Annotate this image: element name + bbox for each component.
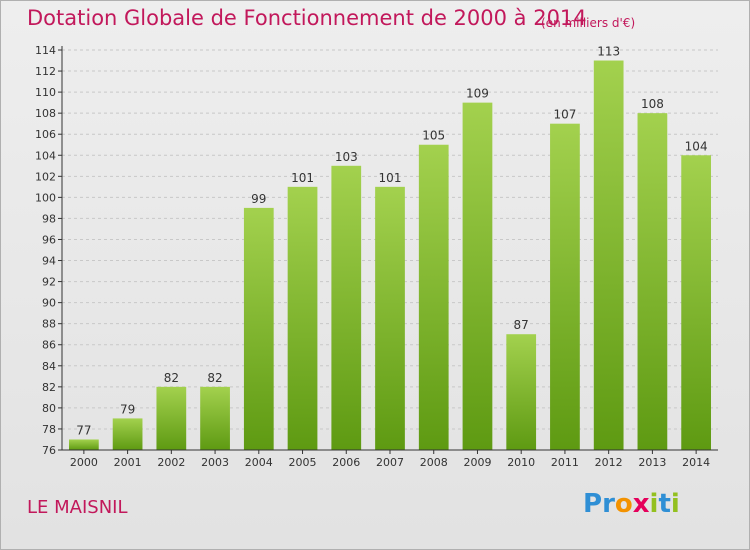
bar-2000 <box>68 439 99 450</box>
data-label: 108 <box>641 97 664 111</box>
chart-subtitle: (en milliers d'€) <box>541 16 636 30</box>
data-label: 103 <box>335 150 358 164</box>
bars <box>68 60 712 451</box>
y-tick-label: 88 <box>42 318 56 331</box>
bar-2007 <box>375 186 405 450</box>
x-tick-label: 2004 <box>245 456 273 469</box>
x-tick-label: 2000 <box>70 456 98 469</box>
x-tick-label: 2011 <box>551 456 579 469</box>
y-tick-label: 100 <box>35 191 56 204</box>
y-tick-label: 78 <box>42 423 56 436</box>
x-tick-label: 2001 <box>114 456 142 469</box>
x-tick-label: 2013 <box>638 456 666 469</box>
data-label: 107 <box>553 108 576 122</box>
x-tick-label: 2005 <box>289 456 317 469</box>
data-label: 109 <box>466 87 489 101</box>
proxiti-logo: Proxiti <box>583 489 680 519</box>
y-tick-label: 104 <box>35 149 56 162</box>
y-tick-label: 98 <box>42 212 56 225</box>
x-tick-label: 2008 <box>420 456 448 469</box>
x-tick-label: 2014 <box>682 456 710 469</box>
data-label: 105 <box>422 129 445 143</box>
data-label: 82 <box>164 371 179 385</box>
y-tick-label: 106 <box>35 128 56 141</box>
bar-2004 <box>243 207 274 450</box>
y-tick-label: 82 <box>42 381 56 394</box>
bar-2006 <box>331 165 362 450</box>
bar-2014 <box>681 155 712 450</box>
y-tick-label: 96 <box>42 233 56 246</box>
bar-2002 <box>156 386 187 450</box>
logo-letter: i <box>649 489 659 519</box>
data-label: 82 <box>207 371 222 385</box>
y-tick-labels: 76 78 80 82 84 86 88 90 92 94 96 98 100 102 104 106 108 1… <box>35 44 56 457</box>
data-label: 113 <box>597 45 620 59</box>
data-label: 101 <box>291 171 314 185</box>
bar-2012 <box>593 60 624 451</box>
logo-letter: P <box>583 489 603 519</box>
y-tick-label: 110 <box>35 86 56 99</box>
x-tick-label: 2006 <box>332 456 360 469</box>
logo-letter: t <box>658 489 671 519</box>
y-tick-label: 90 <box>42 297 56 310</box>
y-tick-label: 80 <box>42 402 56 415</box>
bar-2013 <box>637 113 668 450</box>
y-tick-label: 92 <box>42 276 56 289</box>
data-label: 104 <box>685 139 708 153</box>
x-tick-labels: 2000 2001 2002 2003 2004 2005 2006 2007 2008 2009… <box>70 450 710 469</box>
bar-2008 <box>418 144 449 450</box>
y-tick-label: 76 <box>42 444 56 457</box>
data-label: 79 <box>120 402 135 416</box>
y-tick-label: 86 <box>42 339 56 352</box>
x-tick-label: 2003 <box>201 456 229 469</box>
x-tick-label: 2007 <box>376 456 404 469</box>
bar-2010 <box>506 334 537 450</box>
y-tick-label: 112 <box>35 65 56 78</box>
y-tick-label: 102 <box>35 170 56 183</box>
bar-2001 <box>112 418 143 450</box>
y-tick-label: 94 <box>42 255 56 268</box>
logo-letter: x <box>632 489 650 519</box>
bar-2003 <box>200 386 230 450</box>
bar-2005 <box>287 186 318 450</box>
data-label: 77 <box>76 423 91 437</box>
logo-letter: r <box>602 489 615 519</box>
x-tick-label: 2012 <box>595 456 623 469</box>
logo-letter: i <box>670 489 680 519</box>
x-tick-label: 2010 <box>507 456 535 469</box>
data-label: 87 <box>514 318 529 332</box>
y-tick-label: 108 <box>35 107 56 120</box>
x-tick-label: 2002 <box>157 456 185 469</box>
bar-2011 <box>550 123 580 451</box>
y-tick-label: 114 <box>35 44 56 57</box>
commune-name: LE MAISNIL <box>27 497 128 518</box>
data-label: 99 <box>251 192 266 206</box>
chart-title: Dotation Globale de Fonctionnement de 20… <box>27 6 587 30</box>
data-labels: 77 79 82 82 99 101 103 101 105 109 87 107 113 108 104 <box>76 45 707 438</box>
bar-2009 <box>462 102 493 450</box>
y-tick-label: 84 <box>42 360 56 373</box>
logo-letter: o <box>614 489 633 519</box>
data-label: 101 <box>379 171 402 185</box>
x-tick-label: 2009 <box>463 456 491 469</box>
